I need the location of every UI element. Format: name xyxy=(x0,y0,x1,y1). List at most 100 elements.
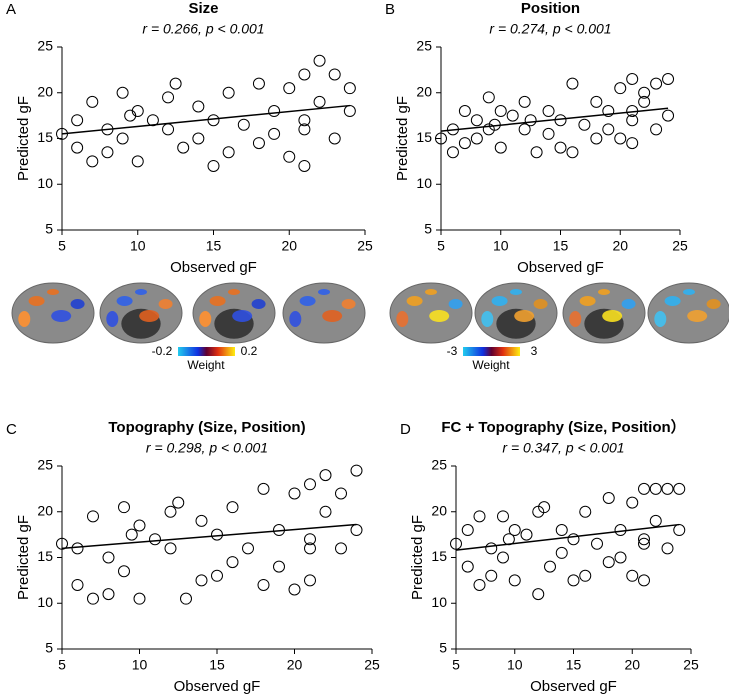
point xyxy=(195,514,208,527)
point xyxy=(650,123,663,136)
point xyxy=(638,574,650,587)
point xyxy=(222,86,235,99)
x-tick-label: 15 xyxy=(209,657,225,673)
point xyxy=(579,505,592,518)
x-tick-label: 5 xyxy=(58,657,66,673)
point xyxy=(542,105,555,118)
y-tick-label: 5 xyxy=(424,221,432,237)
point xyxy=(555,524,568,537)
brain-blob xyxy=(510,289,522,295)
point xyxy=(650,77,663,90)
point xyxy=(237,118,250,131)
point xyxy=(162,91,175,104)
point xyxy=(555,546,568,559)
point xyxy=(71,141,84,154)
point xyxy=(328,132,341,145)
point xyxy=(71,578,84,591)
point xyxy=(461,524,474,537)
point xyxy=(530,146,543,159)
point xyxy=(177,141,190,154)
point xyxy=(662,109,675,122)
x-axis-label: Observed gF xyxy=(170,259,257,276)
point xyxy=(542,127,555,140)
point xyxy=(192,132,205,145)
y-tick-label: 10 xyxy=(37,594,53,610)
y-tick-label: 15 xyxy=(416,129,432,145)
panel-letter: C xyxy=(6,421,17,438)
x-tick-label: 15 xyxy=(206,238,222,254)
annotation: r = 0.274, p < 0.001 xyxy=(489,21,611,37)
colorbar-label: Weight xyxy=(187,358,225,372)
point xyxy=(304,574,316,587)
brain-blob xyxy=(425,289,437,295)
point xyxy=(566,77,579,90)
brain-blob xyxy=(396,311,409,327)
point xyxy=(328,68,341,81)
point xyxy=(579,569,592,582)
y-tick-label: 25 xyxy=(416,38,432,54)
point xyxy=(257,482,270,495)
point xyxy=(497,551,509,564)
point xyxy=(461,560,474,573)
point xyxy=(288,583,301,596)
brain-blob xyxy=(491,296,508,306)
point xyxy=(649,482,662,495)
point xyxy=(211,569,223,582)
x-tick-label: 25 xyxy=(672,238,688,254)
brain-blob xyxy=(664,296,681,306)
x-tick-label: 10 xyxy=(130,238,146,254)
y-tick-label: 15 xyxy=(37,129,53,145)
annotation: r = 0.266, p < 0.001 xyxy=(142,21,264,37)
point xyxy=(343,105,356,118)
point xyxy=(172,496,185,509)
x-tick-label: 10 xyxy=(132,657,148,673)
brain-blob xyxy=(341,299,356,309)
y-axis-label: Predicted gF xyxy=(15,515,32,600)
colorbar-tick-label: -3 xyxy=(447,344,458,358)
point xyxy=(494,141,507,154)
point xyxy=(102,588,115,601)
colorbar-tick-label: -0.2 xyxy=(152,344,173,358)
point xyxy=(590,132,603,145)
fit-line xyxy=(455,523,680,551)
point xyxy=(268,105,281,118)
y-tick-label: 10 xyxy=(37,175,53,191)
point xyxy=(207,159,220,172)
colorbar-tick-label: 3 xyxy=(531,344,538,358)
x-tick-label: 25 xyxy=(357,238,373,254)
point xyxy=(102,551,115,564)
brain-blob xyxy=(139,310,160,322)
point xyxy=(124,109,137,122)
y-tick-label: 25 xyxy=(37,457,53,473)
x-tick-label: 5 xyxy=(437,238,445,254)
point xyxy=(343,82,356,95)
fit-line xyxy=(440,107,669,132)
y-tick-label: 20 xyxy=(37,83,53,99)
x-tick-label: 15 xyxy=(553,238,569,254)
point xyxy=(638,537,650,550)
x-tick-label: 20 xyxy=(624,657,640,673)
point xyxy=(268,127,281,140)
x-axis-label: Observed gF xyxy=(530,678,617,695)
point xyxy=(242,542,254,555)
point xyxy=(473,510,486,523)
point xyxy=(661,482,674,495)
brain-blob xyxy=(299,296,316,306)
point xyxy=(638,533,650,546)
point xyxy=(116,132,129,145)
x-tick-label: 15 xyxy=(566,657,582,673)
point xyxy=(319,469,332,482)
point xyxy=(133,519,146,532)
point xyxy=(614,82,627,95)
point xyxy=(116,86,129,99)
colorbar xyxy=(463,347,520,356)
brain-blob xyxy=(228,289,240,295)
point xyxy=(86,95,99,108)
point xyxy=(614,551,627,564)
point xyxy=(164,505,177,518)
x-tick-label: 25 xyxy=(683,657,699,673)
brain-blob xyxy=(514,310,535,322)
x-axis-label: Observed gF xyxy=(174,678,261,695)
point xyxy=(304,533,316,546)
